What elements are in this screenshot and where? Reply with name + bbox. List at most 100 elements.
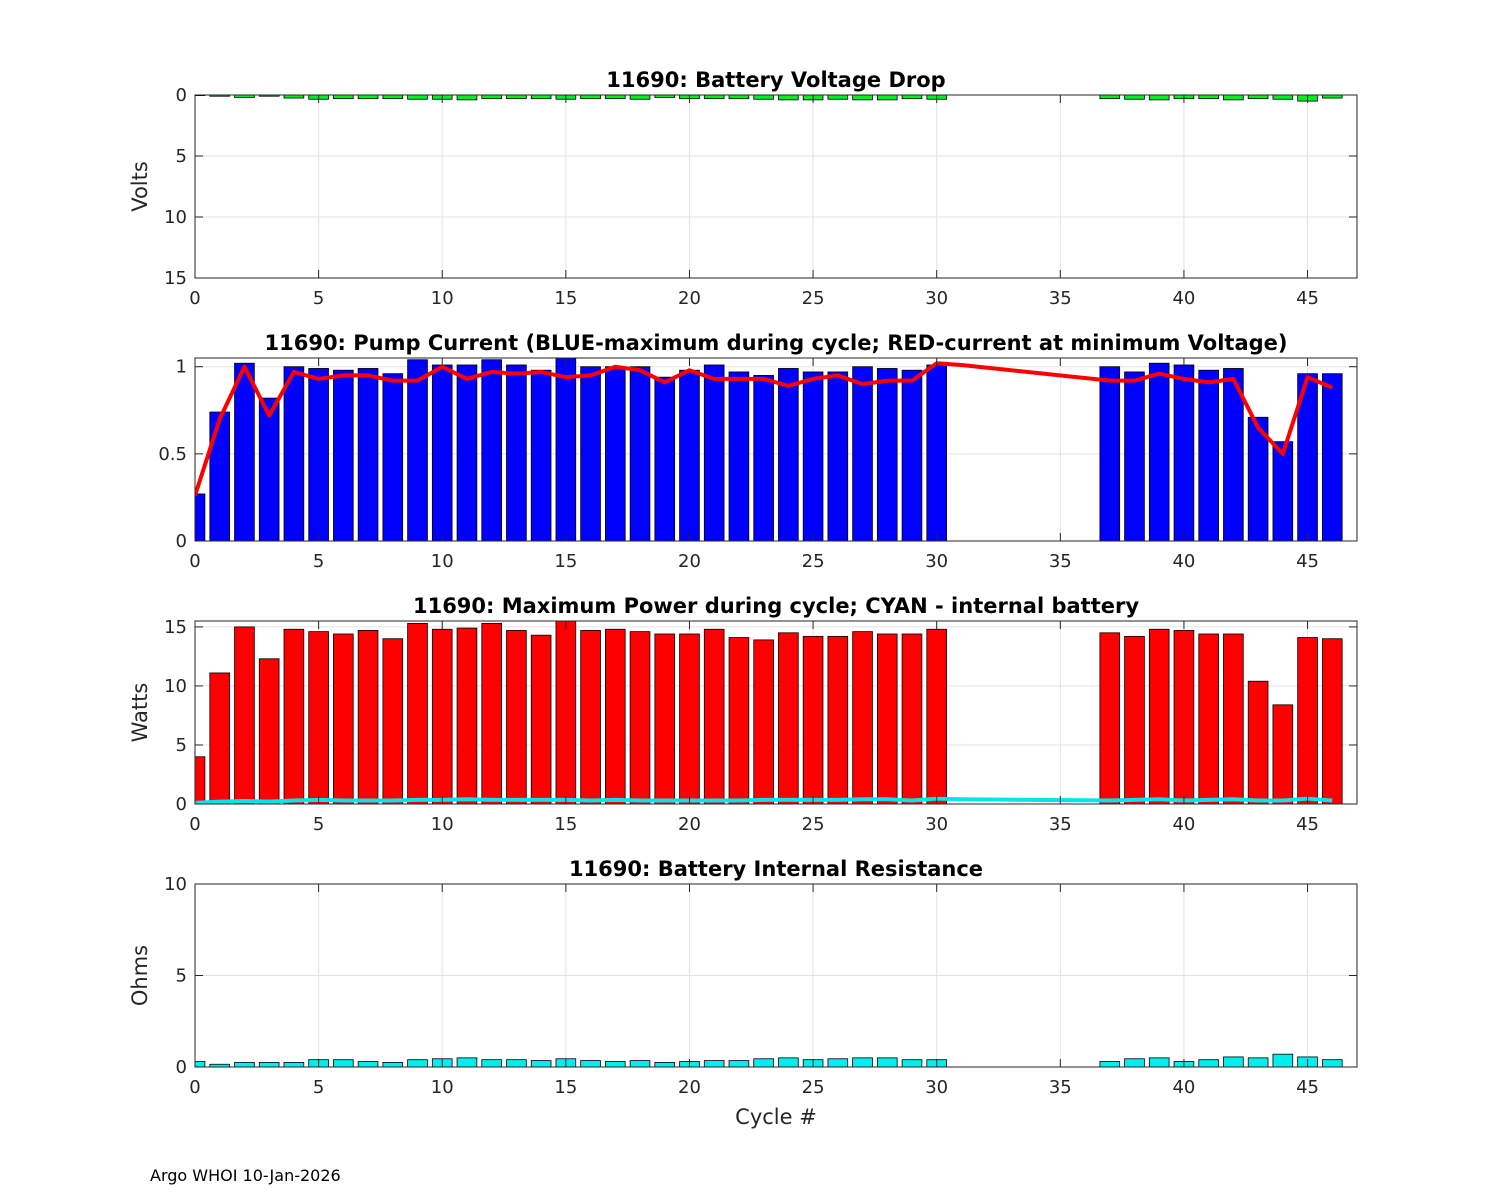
x-tick-label: 15 — [554, 1077, 577, 1098]
x-tick-label: 25 — [802, 814, 825, 835]
x-tick-label: 40 — [1172, 288, 1195, 309]
maximum-power-during-cycle-bar — [901, 633, 923, 804]
maximum-power-during-cycle-bar — [1173, 630, 1195, 804]
x-tick-label: 45 — [1296, 551, 1319, 572]
maximum-during-cycle-bar — [1148, 362, 1170, 541]
maximum-power-during-cycle-bar — [431, 628, 453, 804]
data-bar — [209, 1063, 231, 1067]
maximum-during-cycle-bar — [703, 364, 725, 541]
maximum-during-cycle-bar — [382, 373, 404, 541]
y-tick-label: 15 — [164, 268, 187, 289]
x-tick-label: 30 — [925, 814, 948, 835]
data-bar — [209, 95, 231, 97]
data-bar — [605, 1061, 626, 1067]
data-bar — [382, 95, 404, 100]
x-tick-label: 5 — [313, 551, 324, 572]
x-tick-label: 15 — [554, 288, 577, 309]
data-bar — [1247, 95, 1269, 100]
y-tick-label: 0 — [176, 531, 187, 552]
maximum-power-during-cycle-bar — [530, 634, 552, 804]
y-tick-label: 10 — [164, 207, 187, 228]
x-tick-label: 25 — [802, 551, 825, 572]
data-bar — [852, 95, 873, 101]
x-tick-label: 5 — [313, 288, 324, 309]
maximum-during-cycle-bar — [333, 369, 354, 541]
maximum-power-during-cycle-bar — [703, 628, 725, 804]
maximum-power-during-cycle-bar — [1297, 637, 1318, 804]
data-bar — [1198, 1059, 1219, 1067]
maximum-during-cycle-bar — [1099, 366, 1121, 541]
data-bar — [506, 95, 527, 100]
data-bar — [1223, 95, 1244, 101]
x-tick-label: 40 — [1172, 814, 1195, 835]
maximum-during-cycle-bar — [778, 368, 799, 541]
maximum-during-cycle-bar — [407, 359, 428, 541]
maximum-power-during-cycle-bar — [1124, 635, 1145, 804]
chart-title: 11690: Pump Current (BLUE-maximum during… — [265, 331, 1288, 355]
data-bar — [530, 95, 552, 100]
x-tick-label: 10 — [431, 1077, 454, 1098]
maximum-power-panel: 0 5 10 15 20 25 30 35 40 45 0 5 10 15 11690: Maximum P… — [128, 594, 1358, 835]
maximum-during-cycle-bar — [1173, 364, 1195, 541]
y-tick-label: 1 — [176, 357, 187, 378]
data-layer — [195, 358, 1343, 541]
maximum-power-during-cycle-bar — [456, 627, 478, 804]
data-bar — [629, 1060, 651, 1067]
x-tick-label: 0 — [189, 551, 200, 572]
x-tick-label: 30 — [925, 551, 948, 572]
y-axis-label: Volts — [128, 161, 152, 212]
data-bar — [876, 95, 898, 101]
x-tick-label: 45 — [1296, 1077, 1319, 1098]
x-tick-label: 35 — [1049, 551, 1072, 572]
data-bar — [407, 95, 428, 100]
data-bar — [852, 1057, 873, 1067]
data-bar — [283, 95, 305, 99]
data-bar — [1148, 95, 1170, 101]
maximum-during-cycle-bar — [1247, 416, 1269, 541]
data-bar — [382, 1062, 404, 1067]
y-tick-label: 0.5 — [158, 444, 187, 465]
maximum-power-during-cycle-bar — [753, 639, 774, 804]
data-bar — [407, 1059, 428, 1067]
chart-title: 11690: Battery Voltage Drop — [606, 68, 945, 92]
maximum-power-during-cycle-bar — [209, 672, 231, 804]
axes-box — [194, 357, 1358, 542]
data-bar — [456, 1057, 478, 1067]
x-tick-label: 10 — [431, 288, 454, 309]
maximum-power-during-cycle-bar — [357, 630, 379, 804]
data-bar — [1124, 95, 1145, 100]
data-bar — [333, 95, 354, 100]
data-bar — [1321, 1059, 1343, 1067]
maximum-during-cycle-bar — [580, 366, 601, 541]
maximum-during-cycle-bar — [209, 411, 231, 541]
maximum-during-cycle-bar — [901, 369, 923, 541]
maximum-power-during-cycle-bar — [827, 635, 849, 804]
maximum-during-cycle-bar — [481, 359, 502, 541]
maximum-power-during-cycle-bar — [506, 630, 527, 804]
pump-current-panel: 0 5 10 15 20 25 30 35 40 45 0 0.5 1 11690: Pump Curre… — [158, 331, 1358, 572]
maximum-during-cycle-bar — [1124, 371, 1145, 541]
x-tick-label: 0 — [189, 1077, 200, 1098]
data-bar — [1099, 1061, 1121, 1067]
data-bar — [827, 95, 849, 100]
data-bar — [258, 95, 280, 97]
data-bar — [728, 95, 750, 100]
data-bar — [283, 1062, 305, 1067]
data-bar — [357, 1061, 379, 1067]
maximum-power-during-cycle-bar — [1247, 680, 1269, 804]
data-bar — [876, 1057, 898, 1067]
data-bar — [481, 1059, 502, 1067]
data-bar — [901, 95, 923, 100]
maximum-power-during-cycle-bar — [629, 631, 651, 804]
maximum-during-cycle-bar — [1223, 368, 1244, 541]
maximum-power-during-cycle-bar — [234, 626, 255, 804]
maximum-during-cycle-bar — [654, 376, 676, 541]
x-tick-label: 25 — [802, 1077, 825, 1098]
data-bar — [580, 95, 601, 100]
maximum-power-during-cycle-bar — [1223, 633, 1244, 804]
maximum-during-cycle-bar — [1198, 369, 1219, 541]
x-tick-label: 45 — [1296, 288, 1319, 309]
data-bar — [778, 95, 799, 101]
maximum-during-cycle-bar — [506, 364, 527, 541]
